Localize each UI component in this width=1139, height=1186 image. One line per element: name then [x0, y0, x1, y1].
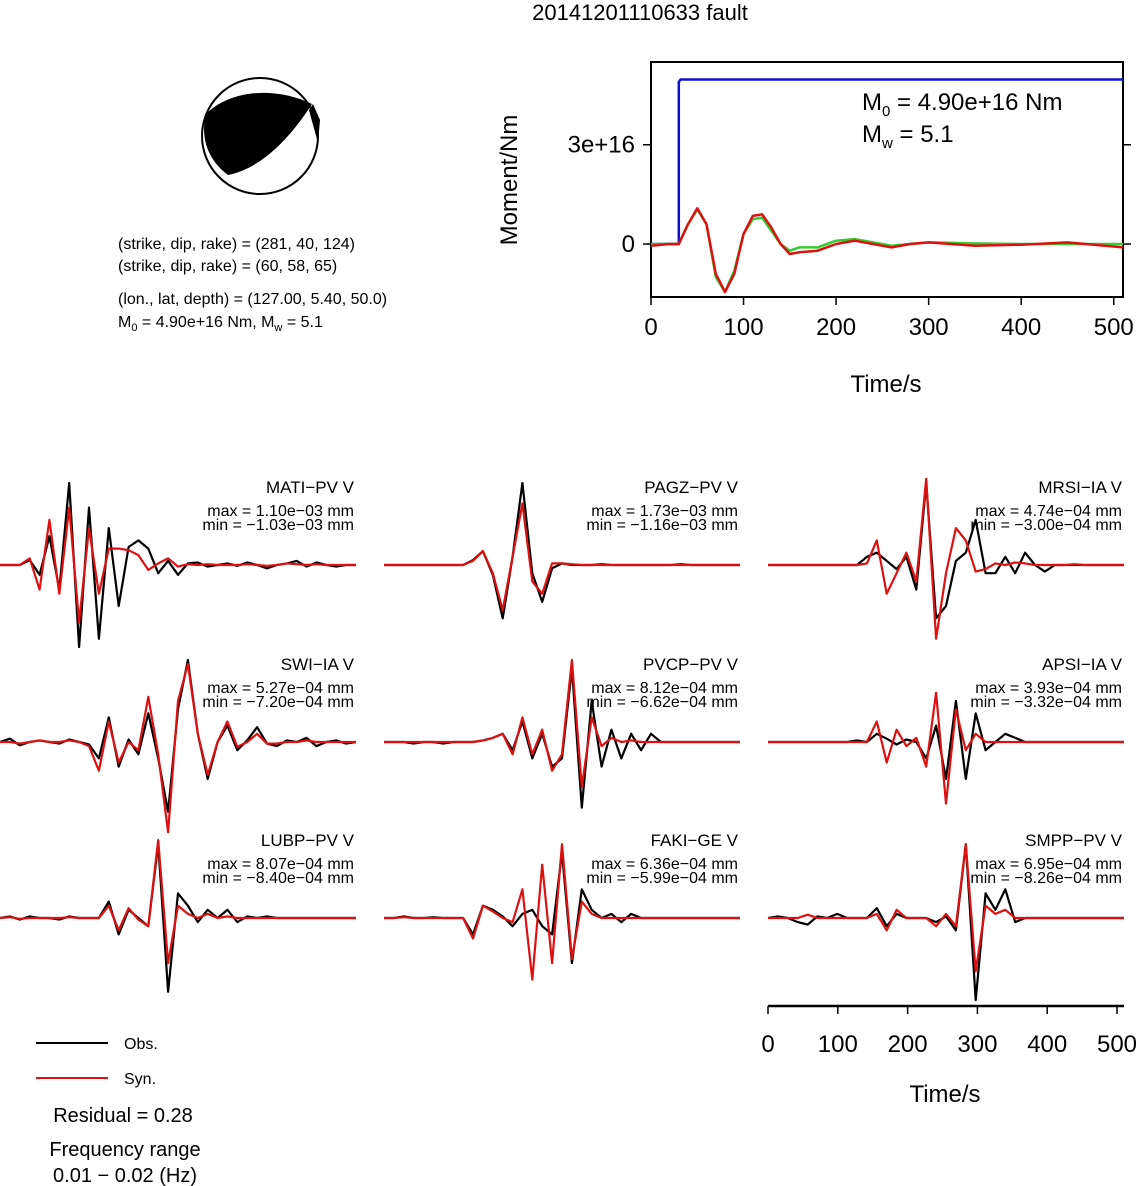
mw-annotation: Mw = 5.1: [862, 121, 954, 152]
moment-xtick-label: 0: [644, 314, 657, 341]
moment-series-green: [651, 208, 1123, 294]
fault-plane-2: (strike, dip, rake) = (60, 58, 65): [118, 258, 337, 275]
waveform-xlabel: Time/s: [909, 1081, 980, 1108]
moment-axis-ticks: 0 100 200 300 400 500 0 3e+16: [568, 132, 1134, 341]
station-max: max = 6.95e−04 mm: [975, 856, 1122, 873]
moment-xtick-label: 100: [724, 314, 764, 341]
moment-ytick-label: 0: [622, 231, 635, 258]
station-min: min = −7.20e−04 mm: [202, 694, 354, 711]
moment-ytick-label: 3e+16: [568, 132, 635, 159]
station-min: min = −1.16e−03 mm: [586, 517, 738, 534]
beachball: [201, 77, 320, 195]
station-label: FAKI−GE V: [651, 831, 739, 850]
station-max: max = 4.74e−04 mm: [975, 503, 1122, 520]
syn-trace: [0, 506, 356, 624]
fault-plane-1: (strike, dip, rake) = (281, 40, 124): [118, 236, 355, 253]
station-max: max = 8.12e−04 mm: [591, 680, 738, 697]
station-max: max = 6.36e−04 mm: [591, 856, 738, 873]
syn-trace: [384, 843, 740, 981]
station-max: max = 1.73e−03 mm: [591, 503, 738, 520]
legend: Obs. Syn.: [36, 1036, 158, 1088]
waveform-xtick-label: 400: [1027, 1031, 1067, 1058]
frequency-range: 0.01 − 0.02 (Hz): [53, 1165, 197, 1186]
station-label: PAGZ−PV V: [644, 478, 738, 497]
moment-ylabel: Moment/Nm: [496, 115, 523, 246]
residual-text: Residual = 0.28: [53, 1105, 193, 1127]
moment-xtick-label: 400: [1001, 314, 1041, 341]
station-max: max = 3.93e−04 mm: [975, 680, 1122, 697]
station-label: LUBP−PV V: [261, 831, 355, 850]
figure-title: 20141201110633 fault: [532, 0, 748, 25]
moment-xtick-label: 300: [909, 314, 949, 341]
legend-obs-label: Obs.: [124, 1036, 158, 1053]
moment-xlabel: Time/s: [850, 371, 921, 398]
station-min: min = −8.26e−04 mm: [970, 870, 1122, 887]
event-location: (lon., lat, depth) = (127.00, 5.40, 50.0…: [118, 291, 387, 308]
station-min: min = −1.03e−03 mm: [202, 517, 354, 534]
station-min: min = −3.32e−04 mm: [970, 694, 1122, 711]
station-min: min = −8.40e−04 mm: [202, 870, 354, 887]
station-label: PVCP−PV V: [643, 655, 739, 674]
moment-plot-frame: [650, 61, 1124, 298]
waveform-xtick-label: 0: [761, 1031, 774, 1058]
waveform-xtick-label: 500: [1097, 1031, 1137, 1058]
station-label: APSI−IA V: [1042, 655, 1123, 674]
moment-xtick-label: 500: [1094, 314, 1134, 341]
station-min: min = −5.99e−04 mm: [586, 870, 738, 887]
moment-summary: M0 = 4.90e+16 Nm, Mw = 5.1: [118, 314, 323, 334]
obs-trace: [768, 699, 1124, 781]
station-label: MATI−PV V: [266, 478, 355, 497]
moment-series-red: [650, 207, 1124, 294]
waveform-time-axis: 0 100 200 300 400 500: [761, 1004, 1137, 1058]
station-label: SMPP−PV V: [1025, 831, 1123, 850]
waveform-xtick-label: 100: [818, 1031, 858, 1058]
moment-series: [650, 78, 1124, 294]
syn-trace: [0, 662, 356, 834]
station-label: SWI−IA V: [281, 655, 355, 674]
syn-trace: [768, 477, 1124, 640]
syn-trace: [768, 691, 1124, 805]
station-max: max = 5.27e−04 mm: [207, 680, 354, 697]
waveform-xtick-label: 200: [888, 1031, 928, 1058]
waveform-xtick-label: 300: [957, 1031, 997, 1058]
frequency-title: Frequency range: [49, 1139, 200, 1161]
station-max: max = 1.10e−03 mm: [207, 503, 354, 520]
syn-trace: [384, 502, 740, 612]
station-min: min = −6.62e−04 mm: [586, 694, 738, 711]
station-label: MRSI−IA V: [1038, 478, 1122, 497]
moment-xtick-label: 200: [816, 314, 856, 341]
station-max: max = 8.07e−04 mm: [207, 856, 354, 873]
syn-trace: [768, 843, 1124, 973]
syn-trace: [0, 838, 356, 965]
station-min: min = −3.00e−04 mm: [970, 517, 1122, 534]
syn-trace: [384, 658, 740, 789]
m0-annotation: M0 = 4.90e+16 Nm: [862, 89, 1062, 120]
legend-syn-label: Syn.: [124, 1071, 156, 1088]
